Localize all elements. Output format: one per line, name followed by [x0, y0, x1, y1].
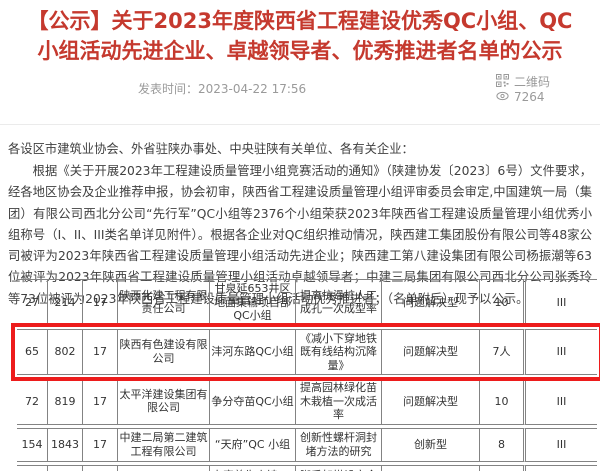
announcement-paragraph: 根据《关于开展2023年工程建设质量管理小组竞赛活动的通知》（陕建协发〔2023…: [8, 164, 592, 306]
table-cell: 17: [83, 378, 118, 425]
salutation-line: 各设区市建筑业协会、外省驻陕办事处、中央驻陕有关单位、各有关企业：: [8, 142, 414, 156]
table-cell: III: [523, 328, 597, 375]
table-cell: 113: [17, 464, 48, 471]
table-cell: 太平洋建设集团有限公司: [118, 378, 210, 425]
table-cell: III: [523, 464, 597, 471]
table-cell: 问题解决型: [382, 279, 480, 326]
table-cell: 《减小下穿地铁既有线结构沉降量》: [296, 328, 382, 375]
table-cell: 819: [48, 378, 83, 425]
awards-table-wrap: 27 214 17 陕西化建工程有限责任公司 甘泉延653井区地面集输项目部QC…: [11, 276, 600, 471]
table-cell: 中兴建设有限公司: [118, 464, 210, 471]
view-count-value: 7264: [513, 89, 545, 104]
table-cell: III: [523, 427, 597, 462]
table-cell: 802: [48, 328, 83, 375]
qr-code-label: 二维码: [513, 75, 550, 89]
table-cell: 问题解决型: [382, 378, 480, 425]
publish-time-value: 2023-04-22 17:56: [198, 82, 307, 96]
table-cell: III: [523, 279, 597, 326]
table-cell: 1321: [48, 464, 83, 471]
table-cell: III: [523, 378, 597, 425]
table-cell: 脚手架搭设安全带高挂低用技术创新及应用: [296, 464, 382, 471]
table-cell: 17: [83, 279, 118, 326]
table-row: 154 1843 17 中建二局第二建筑工程有限公司 “天府”QC 小组 创新性…: [17, 427, 597, 462]
table-cell: 154: [17, 427, 48, 462]
meta-right-block: 二维码 7264: [495, 73, 550, 104]
table-row: 113 1321 17 中兴建设有限公司 大唐养生小镇DK3-1（二期）项目QC…: [17, 464, 597, 471]
table-row: 27 214 17 陕西化建工程有限责任公司 甘泉延653井区地面集输项目部QC…: [17, 279, 597, 326]
table-cell: 大唐养生小镇DK3-1（二期）项目QC小组: [210, 464, 296, 471]
table-cell: 沣河东路QC小组: [210, 328, 296, 375]
table-cell: 7人: [480, 328, 523, 375]
table-cell: 72: [17, 378, 48, 425]
table-cell: 中建二局第二建筑工程有限公司: [118, 427, 210, 462]
awards-table: 27 214 17 陕西化建工程有限责任公司 甘泉延653井区地面集输项目部QC…: [11, 276, 600, 471]
table-cell: 陕西化建工程有限责任公司: [118, 279, 210, 326]
view-counter: 7264: [496, 89, 550, 104]
page-title: 【公示】关于2023年度陕西省工程建设优秀QC小组、QC小组活动先进企业、卓越领…: [27, 9, 573, 63]
table-cell: 陕西有色建设有限公司: [118, 328, 210, 375]
qr-code-icon: [495, 73, 509, 90]
table-cell: 提高抗滑桩人工成孔一次成型率: [296, 279, 382, 326]
table-cell: 17: [83, 427, 118, 462]
header-divider: [0, 124, 600, 125]
table-cell: 1843: [48, 427, 83, 462]
table-cell: 27: [17, 279, 48, 326]
table-row: 72 819 17 太平洋建设集团有限公司 争分夺苗QC小组 提高园林绿化苗木栽…: [17, 378, 597, 425]
table-cell: 问题解决型: [382, 328, 480, 375]
table-cell: 10: [480, 279, 523, 326]
table-cell: 创新型: [382, 427, 480, 462]
table-cell: 17: [83, 464, 118, 471]
publish-time: 发表时间：2023-04-22 17:56: [138, 80, 306, 97]
table-row-highlighted: 65 802 17 陕西有色建设有限公司 沣河东路QC小组 《减小下穿地铁既有线…: [11, 322, 600, 381]
table-cell: 65: [17, 328, 48, 375]
table-cell: 创新性螺杆洞封堵方法的研究: [296, 427, 382, 462]
table-cell: “天府”QC 小组: [210, 427, 296, 462]
eye-icon: [496, 90, 509, 104]
table-cell: 争分夺苗QC小组: [210, 378, 296, 425]
qr-code-button[interactable]: 二维码: [495, 73, 550, 90]
table-cell: 问题解决型: [382, 464, 480, 471]
table-cell: 提高园林绿化苗木栽植一次成活率: [296, 378, 382, 425]
publish-time-label: 发表时间：: [138, 82, 199, 96]
table-cell: 10: [480, 378, 523, 425]
table-cell: 214: [48, 279, 83, 326]
table-cell: 17: [83, 328, 118, 375]
table-cell: 8: [480, 464, 523, 471]
table-cell: 甘泉延653井区地面集输项目部QC小组: [210, 279, 296, 326]
table-cell: 8: [480, 427, 523, 462]
